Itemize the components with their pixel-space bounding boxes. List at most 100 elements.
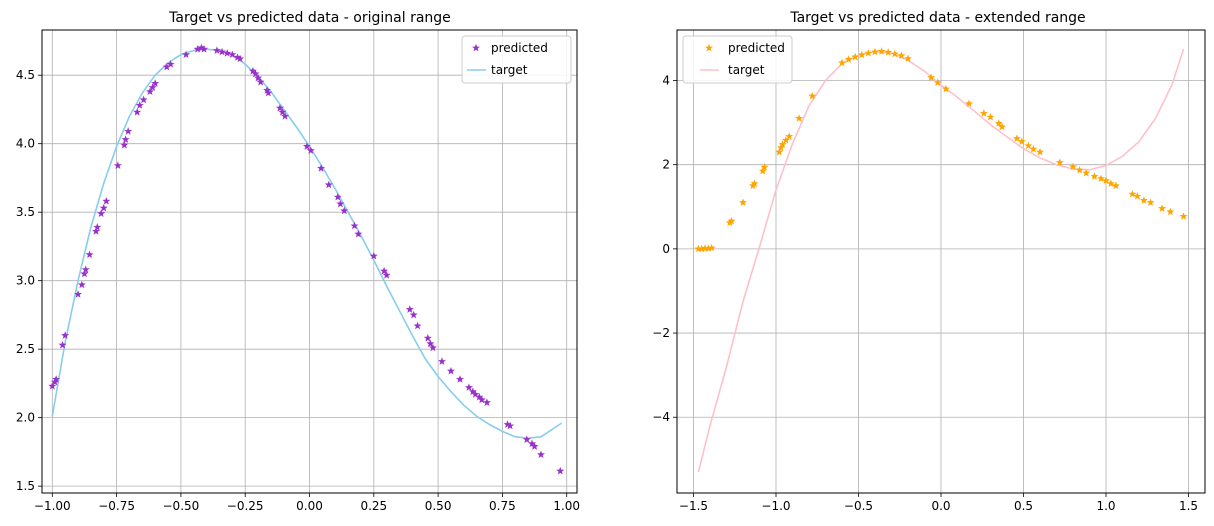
predicted-star-marker <box>193 44 202 53</box>
predicted-star-marker <box>1166 207 1175 216</box>
predicted-star-marker <box>437 357 446 365</box>
predicted-star-marker <box>998 122 1007 131</box>
predicted-star-marker <box>85 250 94 259</box>
predicted-star-marker <box>218 47 227 56</box>
predicted-star-marker <box>556 466 565 475</box>
x-tick-label: 0.5 <box>1014 499 1033 513</box>
predicted-star-marker <box>941 84 950 93</box>
predicted-star-marker <box>197 43 206 52</box>
y-tick-label: 3.0 <box>16 274 35 288</box>
predicted-star-marker <box>336 199 345 208</box>
predicted-star-marker <box>838 58 846 67</box>
predicted-star-marker <box>382 271 391 279</box>
predicted-star-marker <box>704 244 713 252</box>
predicted-star-marker <box>1146 198 1155 206</box>
predicted-star-marker <box>248 66 257 75</box>
predicted-star-marker <box>52 375 61 383</box>
y-tick-label: 2.0 <box>16 411 35 425</box>
predicted-star-marker <box>1133 192 1142 200</box>
predicted-star-marker <box>324 180 333 189</box>
target-line <box>697 48 1185 473</box>
predicted-star-marker <box>409 310 418 319</box>
predicted-star-marker <box>527 439 536 448</box>
y-axis-ticks: −4 −2 0 2 4 <box>652 74 677 424</box>
predicted-star-marker <box>99 203 108 212</box>
predicted-star-marker <box>58 340 67 349</box>
predicted-star-marker <box>354 229 363 238</box>
predicted-star-marker <box>228 50 237 59</box>
predicted-star-marker <box>775 147 784 156</box>
predicted-star-marker <box>1036 147 1044 156</box>
predicted-star-marker <box>877 47 886 55</box>
predicted-star-marker <box>428 343 437 352</box>
legend-predicted-marker <box>705 43 713 52</box>
predicted-star-marker <box>537 450 545 459</box>
x-tick-label: −0.75 <box>98 499 135 513</box>
predicted-star-marker <box>857 50 866 59</box>
legend: predicted target <box>461 35 572 84</box>
legend-box <box>461 35 572 84</box>
y-tick-label: 1.5 <box>16 479 35 493</box>
predicted-star-marker <box>694 244 703 253</box>
predicted-star-marker <box>979 109 988 117</box>
legend-star-icon <box>472 43 480 52</box>
predicted-star-marker <box>884 48 893 56</box>
predicted-star-marker <box>530 442 539 450</box>
predicted-star-marker <box>413 321 422 330</box>
x-axis-ticks: −1.5 −1.0 −0.5 0.0 0.5 1.0 1.5 <box>679 493 1198 513</box>
predicted-star-marker <box>80 269 89 278</box>
predicted-star-marker <box>522 435 531 443</box>
predicted-star-marker <box>263 86 272 94</box>
predicted-star-marker <box>1102 176 1110 185</box>
predicted-star-marker <box>785 132 794 140</box>
x-tick-label: 1.0 <box>1096 499 1115 513</box>
predicted-star-marker <box>151 79 160 87</box>
legend-star-icon <box>705 43 713 52</box>
predicted-star-marker <box>369 251 378 260</box>
x-tick-label: 0.25 <box>360 499 387 513</box>
predicted-star-marker <box>1075 165 1084 174</box>
legend-predicted-label: predicted <box>728 41 785 55</box>
predicted-star-marker <box>121 135 130 143</box>
predicted-star-marker <box>212 46 221 54</box>
predicted-star-marker <box>1158 204 1167 212</box>
predicted-star-marker <box>423 334 432 342</box>
predicted-star-marker <box>1012 134 1021 142</box>
predicted-star-marker <box>182 50 191 59</box>
y-tick-label: −4 <box>652 410 670 424</box>
predicted-star-marker <box>264 88 273 97</box>
predicted-star-marker <box>162 62 171 71</box>
predicted-star-marker <box>275 103 284 112</box>
predicted-star-marker <box>92 227 101 235</box>
predicted-star-marker <box>739 198 747 206</box>
predicted-star-marker <box>133 107 142 116</box>
target-line-layer <box>51 48 563 440</box>
predicted-star-marker <box>1069 162 1077 171</box>
predicted-star-marker <box>1017 137 1026 145</box>
predicted-star-marker <box>750 179 759 188</box>
predicted-star-marker <box>1055 158 1064 166</box>
x-tick-label: 0.00 <box>296 499 323 513</box>
predicted-star-marker <box>758 166 767 175</box>
legend-predicted-label: predicted <box>491 41 548 55</box>
predicted-star-marker <box>306 146 315 154</box>
predicted-star-marker <box>1090 172 1099 180</box>
predicted-star-marker <box>904 54 912 63</box>
x-tick-label: −1.00 <box>34 499 71 513</box>
predicted-star-marker <box>236 54 245 63</box>
predicted-star-marker <box>1082 168 1091 177</box>
predicted-star-marker <box>890 49 899 58</box>
predicted-star-marker <box>223 49 232 57</box>
predicted-star-marker <box>1128 189 1137 198</box>
predicted-star-marker <box>166 60 175 68</box>
target-line <box>51 48 563 440</box>
predicted-star-marker <box>380 266 389 275</box>
chart-title: Target vs predicted data - extended rang… <box>789 10 1085 26</box>
predicted-star-marker <box>74 290 82 298</box>
x-tick-label: 1.5 <box>1179 499 1198 513</box>
predicted-star-marker <box>124 127 133 135</box>
predicted-star-marker <box>1029 144 1038 153</box>
y-tick-label: 2 <box>662 158 670 172</box>
